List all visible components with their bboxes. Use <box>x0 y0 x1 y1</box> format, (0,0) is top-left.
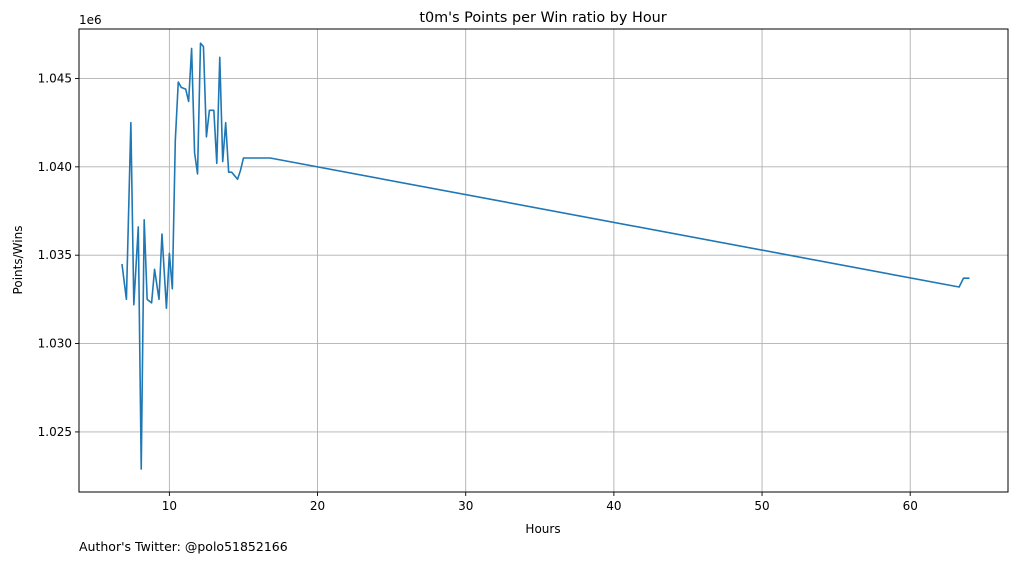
x-tick-label: 20 <box>310 499 325 513</box>
plot-frame <box>78 28 1009 493</box>
series-layer <box>121 42 970 470</box>
y-axis-ticks: 1.025 1.030 1.035 1.040 1.045 <box>38 71 79 439</box>
y-tick-label: 1.035 <box>38 248 72 262</box>
grid-lines <box>79 29 1008 492</box>
x-tick-label: 40 <box>606 499 621 513</box>
x-tick-label: 50 <box>754 499 769 513</box>
y-tick-label: 1.025 <box>38 425 72 439</box>
x-axis-label: Hours <box>525 522 560 536</box>
x-tick-label: 60 <box>903 499 918 513</box>
x-axis-ticks: 10 20 30 40 50 60 <box>162 492 918 513</box>
y-offset-label: 1e6 <box>79 13 102 27</box>
x-tick-label: 10 <box>162 499 177 513</box>
x-tick-label: 30 <box>458 499 473 513</box>
chart-title: t0m's Points per Win ratio by Hour <box>419 10 666 26</box>
author-credit: Author's Twitter: @polo51852166 <box>79 539 288 554</box>
y-tick-label: 1.045 <box>38 71 72 85</box>
series-line-0 <box>121 42 970 470</box>
y-tick-label: 1.030 <box>38 337 72 351</box>
y-tick-label: 1.040 <box>38 160 72 174</box>
y-axis-label: Points/Wins <box>11 226 25 295</box>
